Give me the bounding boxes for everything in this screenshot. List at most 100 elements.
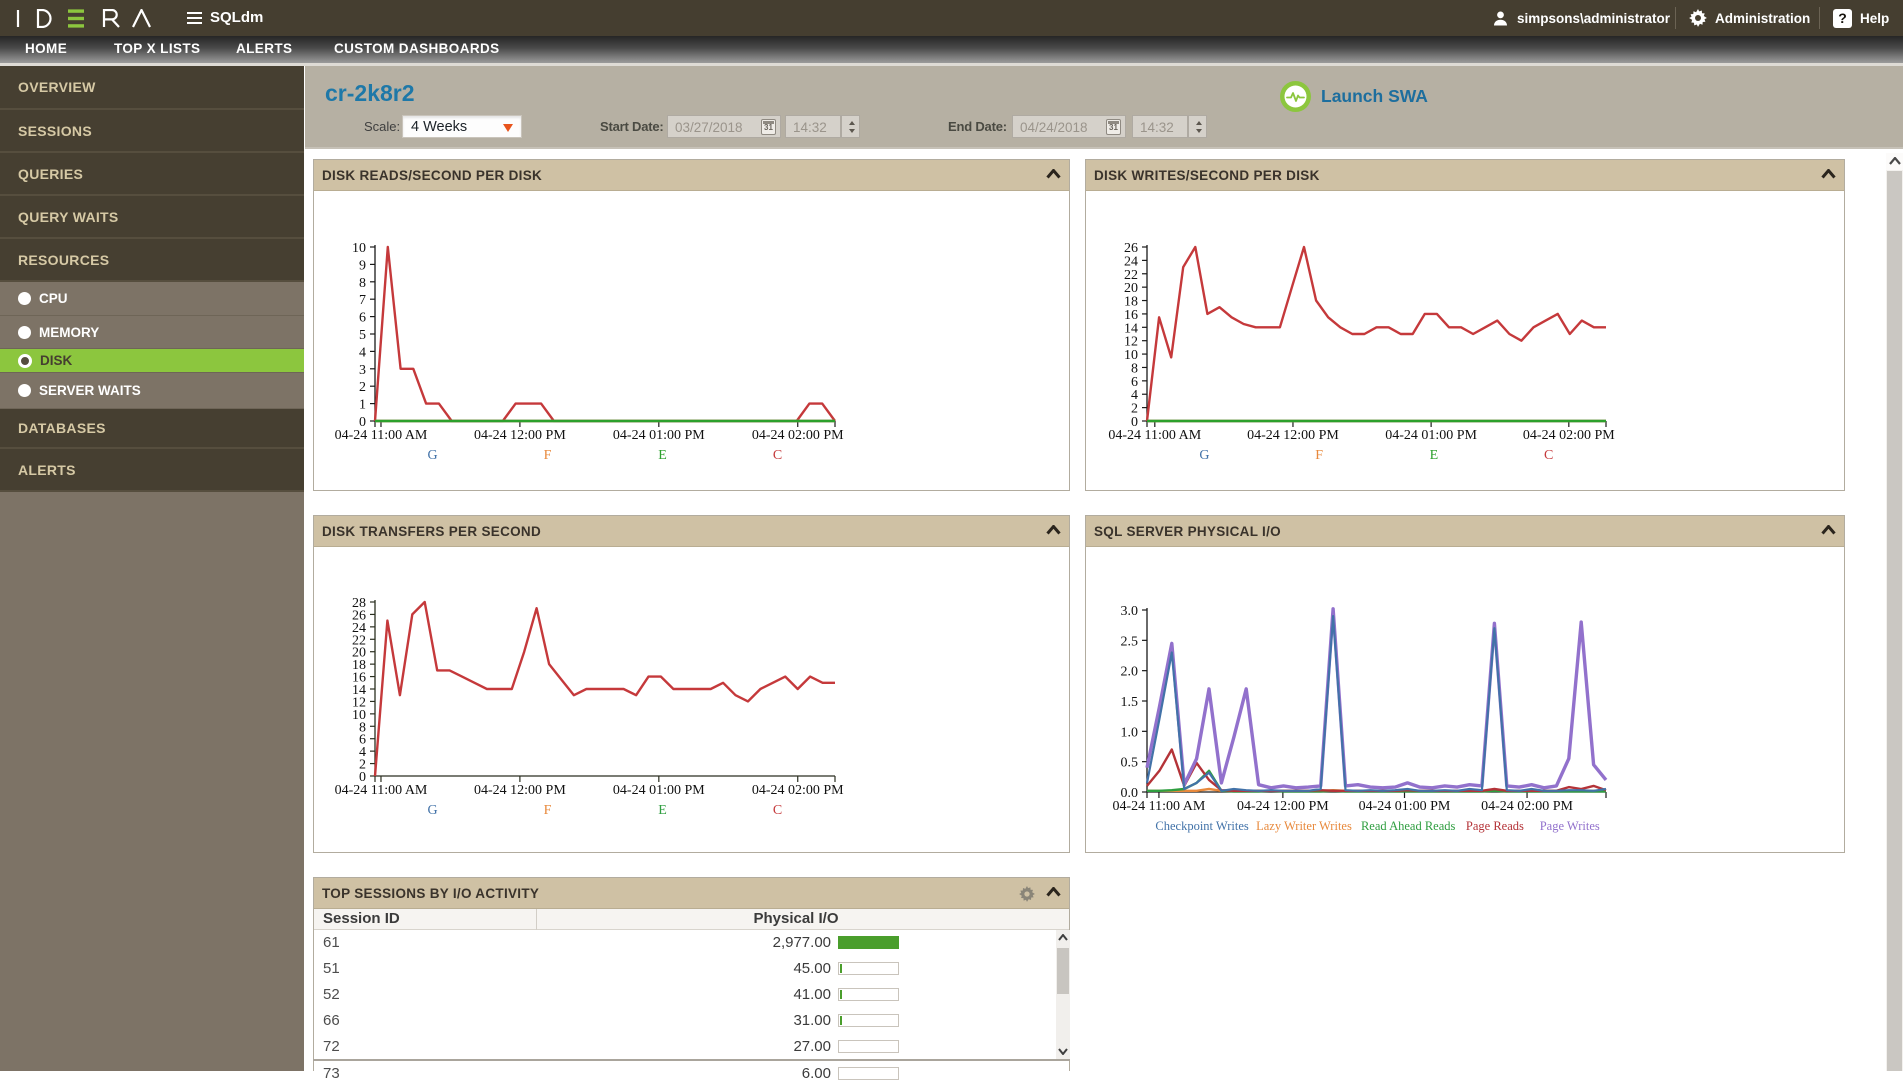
svg-text:10: 10	[352, 708, 366, 723]
svg-text:2.0: 2.0	[1121, 665, 1139, 680]
page-scrollbar[interactable]	[1886, 153, 1903, 1071]
svg-text:04-24 02:00 PM: 04-24 02:00 PM	[752, 783, 844, 798]
page-title: cr-2k8r2	[325, 80, 415, 106]
table-row[interactable]: 72 27.00	[314, 1034, 1055, 1059]
user-icon	[1492, 10, 1509, 27]
scrollbar-thumb[interactable]	[1887, 171, 1902, 1071]
radio-icon	[18, 384, 31, 397]
table-scrollbar[interactable]	[1056, 930, 1070, 1059]
svg-text:04-24 01:00 PM: 04-24 01:00 PM	[1359, 799, 1451, 814]
svg-text:04-24 02:00 PM: 04-24 02:00 PM	[752, 428, 844, 443]
svg-text:04-24 11:00 AM: 04-24 11:00 AM	[335, 428, 428, 443]
collapse-icon[interactable]	[1821, 169, 1836, 179]
svg-text:26: 26	[352, 608, 366, 623]
svg-text:14: 14	[352, 683, 366, 698]
administration-label: Administration	[1715, 10, 1811, 26]
scroll-up-button[interactable]	[1056, 930, 1070, 945]
sidebar-item-label: MEMORY	[39, 324, 100, 340]
nav-item-alerts[interactable]: ALERTS	[236, 41, 293, 56]
sidebar-item-disk[interactable]: DISK	[0, 349, 304, 373]
help-button[interactable]: ? Help	[1833, 0, 1889, 36]
svg-text:3: 3	[359, 363, 366, 378]
value-bar-fill	[840, 964, 842, 973]
nav-item-home[interactable]: HOME	[25, 41, 68, 56]
svg-text:F: F	[1315, 448, 1323, 463]
collapse-icon[interactable]	[1046, 887, 1061, 897]
table-row[interactable]: 51 45.00	[314, 956, 1055, 982]
sidebar-item-memory[interactable]: MEMORY	[0, 316, 304, 349]
column-session-id: Session ID	[323, 910, 400, 927]
svg-text:G: G	[427, 803, 437, 818]
svg-text:Lazy Writer Writes: Lazy Writer Writes	[1256, 819, 1352, 833]
svg-text:24: 24	[352, 621, 366, 636]
end-time-spinner[interactable]	[1188, 115, 1207, 138]
sidebar-item-server-waits[interactable]: SERVER WAITS	[0, 373, 304, 409]
svg-text:4: 4	[1131, 388, 1138, 403]
collapse-icon[interactable]	[1821, 525, 1836, 535]
value-bar	[838, 936, 899, 949]
sidebar-item-cpu[interactable]: CPU	[0, 282, 304, 316]
table-row[interactable]: 52 41.00	[314, 982, 1055, 1008]
sidebar-item-sessions[interactable]: SESSIONS	[0, 110, 304, 153]
value-bar	[838, 988, 899, 1001]
start-time-input[interactable]: 14:32	[785, 115, 841, 138]
topbar-divider	[1675, 7, 1676, 29]
launch-swa-button[interactable]: Launch SWA	[1280, 81, 1428, 112]
value-bar	[838, 1067, 899, 1080]
sidebar-item-query-waits[interactable]: QUERY WAITS	[0, 196, 304, 239]
physical-io-cell: 45.00	[793, 960, 831, 977]
collapse-icon[interactable]	[1046, 169, 1061, 179]
swa-pulse-icon	[1280, 81, 1311, 112]
svg-text:2: 2	[359, 380, 366, 395]
menu-icon[interactable]	[187, 12, 202, 24]
column-divider	[536, 909, 537, 930]
end-date-input[interactable]: 04/24/2018 31	[1012, 115, 1126, 138]
table-row[interactable]: 66 31.00	[314, 1008, 1055, 1034]
gear-icon[interactable]	[1019, 886, 1035, 902]
value-bar	[838, 962, 899, 975]
svg-text:2: 2	[359, 758, 366, 773]
calendar-icon[interactable]: 31	[761, 119, 776, 135]
svg-text:8: 8	[1131, 361, 1138, 376]
session-id-cell: 51	[323, 960, 340, 977]
idera-logo	[16, 9, 151, 28]
svg-text:4: 4	[359, 745, 366, 760]
sidebar-item-resources[interactable]: RESOURCES	[0, 239, 304, 282]
svg-text:6: 6	[359, 733, 366, 748]
session-id-cell: 66	[323, 1012, 340, 1029]
end-time-input[interactable]: 14:32	[1132, 115, 1188, 138]
panel-top-sessions: TOP SESSIONS BY I/O ACTIVITY Session ID …	[313, 877, 1070, 1082]
sidebar-item-databases[interactable]: DATABASES	[0, 409, 304, 449]
collapse-icon[interactable]	[1046, 525, 1061, 535]
calendar-icon[interactable]: 31	[1106, 119, 1121, 135]
panel-header: TOP SESSIONS BY I/O ACTIVITY	[314, 878, 1069, 909]
scrollbar-thumb[interactable]	[1057, 948, 1069, 994]
sidebar-item-overview[interactable]: OVERVIEW	[0, 66, 304, 110]
svg-text:0: 0	[1131, 415, 1138, 430]
svg-text:3.0: 3.0	[1121, 604, 1139, 619]
administration-button[interactable]: Administration	[1689, 0, 1810, 36]
scroll-down-button[interactable]	[1056, 1044, 1070, 1059]
nav-item-custom-dashboards[interactable]: CUSTOM DASHBOARDS	[334, 41, 500, 56]
svg-text:G: G	[427, 448, 437, 463]
nav-item-top-x-lists[interactable]: TOP X LISTS	[114, 41, 201, 56]
scale-dropdown[interactable]: 4 Weeks	[402, 115, 522, 138]
svg-text:Page Writes: Page Writes	[1540, 819, 1600, 833]
svg-text:04-24 11:00 AM: 04-24 11:00 AM	[1108, 428, 1201, 443]
table-row[interactable]: 73 6.00	[314, 1061, 1055, 1087]
top-bar: SQLdm simpsons\administrator Administrat…	[0, 0, 1903, 36]
start-date-input[interactable]: 03/27/2018 31	[667, 115, 781, 138]
svg-text:7: 7	[359, 293, 366, 308]
svg-text:26: 26	[1124, 241, 1138, 256]
sidebar-item-alerts[interactable]: ALERTS	[0, 449, 304, 492]
sidebar-item-queries[interactable]: QUERIES	[0, 153, 304, 196]
svg-text:4: 4	[359, 345, 366, 360]
svg-text:C: C	[773, 803, 782, 818]
user-menu[interactable]: simpsons\administrator	[1492, 0, 1670, 36]
page-header: cr-2k8r2 Scale: 4 Weeks Start Date: 03/2…	[305, 66, 1903, 149]
table-row[interactable]: 61 2,977.00	[314, 930, 1055, 956]
svg-text:12: 12	[1124, 335, 1138, 350]
scroll-up-button[interactable]	[1886, 153, 1903, 170]
start-time-spinner[interactable]	[841, 115, 860, 138]
physical-io-cell: 31.00	[793, 1012, 831, 1029]
